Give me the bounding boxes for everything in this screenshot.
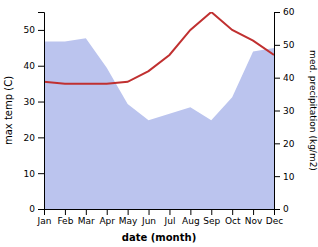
tick-mark — [253, 209, 254, 215]
tick: 40 — [274, 73, 295, 83]
tick-mark — [232, 209, 233, 215]
tick: 40 — [24, 61, 44, 71]
tick-label: Jul — [164, 216, 176, 226]
plot-area: JanFebMarAprMayJunJulAugSepOctNovDec0102… — [24, 7, 295, 226]
tick: Apr — [99, 209, 115, 226]
tick-label: 50 — [283, 40, 295, 50]
tick: 50 — [24, 25, 44, 35]
tick-mark — [274, 12, 280, 13]
tick-label: 20 — [24, 133, 36, 143]
tick-mark — [128, 209, 129, 215]
tick-mark — [38, 102, 44, 103]
tick: 30 — [24, 97, 44, 107]
tick: Jan — [37, 209, 52, 226]
tick: 20 — [24, 133, 44, 143]
tick-mark — [274, 176, 280, 177]
tick-label: 10 — [283, 172, 295, 182]
tick: Sep — [203, 209, 220, 226]
tick: 30 — [274, 106, 295, 116]
tick-label: Apr — [99, 216, 115, 226]
tick-label: Jan — [37, 216, 52, 226]
chart: JanFebMarAprMayJunJulAugSepOctNovDec0102… — [0, 0, 318, 247]
tick: 50 — [274, 40, 295, 50]
tick-mark — [107, 209, 108, 215]
tick-label: 50 — [24, 25, 36, 35]
axis-line — [45, 210, 275, 216]
tick-mark — [190, 209, 191, 215]
tick: 20 — [274, 139, 295, 149]
tick-mark — [38, 173, 44, 174]
tick-mark — [274, 143, 280, 144]
tick-mark — [211, 209, 212, 215]
tick-mark — [38, 137, 44, 138]
tick: Nov — [245, 209, 263, 226]
tick-mark — [274, 45, 280, 46]
tick-label: Jun — [141, 216, 156, 226]
tick-label: 40 — [24, 61, 36, 71]
tick-label: 30 — [283, 106, 295, 116]
tick-label: May — [119, 216, 138, 226]
tick: Jul — [164, 209, 176, 226]
y2-axis: 0 10 20 30 40 50 60 — [274, 7, 295, 214]
tick-label: Dec — [266, 216, 283, 226]
tick-mark — [274, 111, 280, 112]
tick-label: 10 — [24, 169, 36, 179]
tick: Mar — [78, 209, 95, 226]
x-axis-title: date (month) — [122, 232, 196, 243]
tick-label: Sep — [203, 216, 220, 226]
tick: 10 — [24, 169, 44, 179]
tick: Dec — [266, 209, 283, 226]
tick: 0 — [274, 204, 289, 214]
tick-mark — [65, 209, 66, 215]
tick-label: Mar — [78, 216, 95, 226]
tick: Aug — [182, 209, 200, 226]
tick-label: Oct — [225, 216, 241, 226]
tick-label: Aug — [182, 216, 200, 226]
tick: Oct — [225, 209, 241, 226]
tick-label: 20 — [283, 139, 295, 149]
tick-mark — [149, 209, 150, 215]
tick-mark — [38, 209, 44, 210]
tick-label: Nov — [245, 216, 263, 226]
tick: May — [119, 209, 138, 226]
tick-label: 40 — [283, 73, 295, 83]
tick-mark — [86, 209, 87, 215]
marks — [44, 12, 274, 209]
tick: 10 — [274, 172, 295, 182]
y-axis: 0 10 20 30 40 50 — [24, 13, 45, 215]
tick-label: 60 — [283, 7, 295, 17]
x-axis: Jan Feb Mar Apr MayJun Jul AugSep Oct NovDec — [37, 209, 284, 226]
tick-mark — [38, 66, 44, 67]
tick: Jun — [141, 209, 156, 226]
tick: 0 — [29, 204, 44, 214]
tick: Feb — [57, 209, 73, 226]
tick-mark — [274, 78, 280, 79]
tick-mark — [38, 30, 44, 31]
tick-mark — [274, 209, 280, 210]
y-axis-title: max temp (C) — [3, 76, 14, 145]
tick: 60 — [274, 7, 295, 17]
line — [44, 12, 274, 84]
axis-line — [275, 13, 281, 210]
tick-label: 30 — [24, 97, 36, 107]
tick-mark — [169, 209, 170, 215]
tick-label: Feb — [57, 216, 73, 226]
axis-line — [38, 13, 45, 210]
y2-axis-title: med. precipitation (kg/m2) — [308, 50, 318, 171]
tick-label: 0 — [29, 204, 35, 214]
tick-label: 0 — [283, 204, 289, 214]
